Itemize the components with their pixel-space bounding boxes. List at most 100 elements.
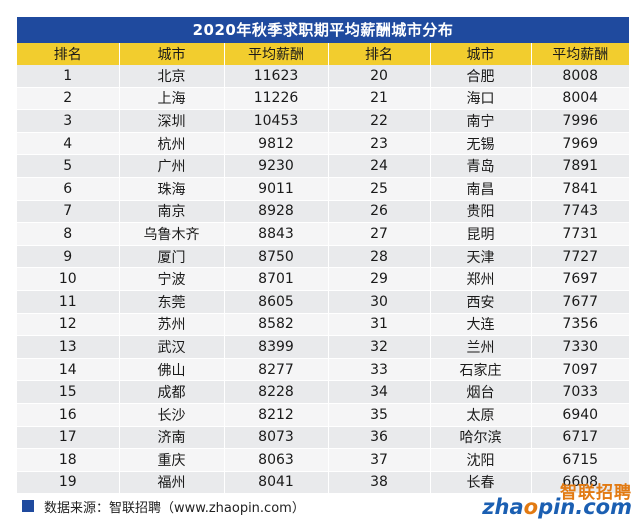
- cell-city: 福州: [119, 471, 225, 495]
- cell-rank: 32: [328, 335, 431, 359]
- cell-salary: 8008: [531, 65, 629, 88]
- header-row: 排名 城市 平均薪酬 排名 城市 平均薪酬: [17, 43, 629, 65]
- logo-chinese-text: 智联招聘: [560, 483, 632, 503]
- cell-salary: 7356: [531, 313, 629, 337]
- cell-rank: 14: [17, 358, 120, 382]
- cell-city: 南昌: [430, 177, 532, 201]
- cell-city: 青岛: [430, 154, 532, 178]
- cell-salary: 7697: [531, 267, 629, 291]
- cell-rank: 6: [17, 177, 120, 201]
- cell-rank: 24: [328, 154, 431, 178]
- cell-rank: 28: [328, 245, 431, 269]
- table-row: 5 广州 9230 24 青岛 7891: [17, 154, 629, 178]
- cell-city: 海口: [430, 87, 532, 111]
- cell-city: 天津: [430, 245, 532, 269]
- cell-city: 重庆: [119, 448, 225, 472]
- cell-city: 南京: [119, 200, 225, 224]
- cell-salary: 6717: [531, 426, 629, 450]
- cell-salary: 7996: [531, 109, 629, 133]
- zhaopin-logo: 智联招聘 zhaopin.com: [482, 478, 632, 519]
- table-row: 15 成都 8228 34 烟台 7033: [17, 380, 629, 404]
- cell-rank: 11: [17, 290, 120, 314]
- cell-rank: 13: [17, 335, 120, 359]
- cell-city: 广州: [119, 154, 225, 178]
- cell-rank: 33: [328, 358, 431, 382]
- cell-rank: 18: [17, 448, 120, 472]
- cell-salary: 8399: [224, 335, 329, 359]
- salary-table-container: 2020年秋季求职期平均薪酬城市分布 排名 城市 平均薪酬 排名 城市 平均薪酬…: [17, 17, 629, 495]
- cell-rank: 21: [328, 87, 431, 111]
- cell-rank: 35: [328, 403, 431, 427]
- cell-salary: 8843: [224, 222, 329, 246]
- cell-salary: 7727: [531, 245, 629, 269]
- cell-salary: 8212: [224, 403, 329, 427]
- cell-salary: 6940: [531, 403, 629, 427]
- header-rank: 排名: [328, 43, 431, 65]
- cell-salary: 8073: [224, 426, 329, 450]
- cell-city: 烟台: [430, 380, 532, 404]
- cell-rank: 25: [328, 177, 431, 201]
- cell-city: 合肥: [430, 65, 532, 88]
- cell-rank: 10: [17, 267, 120, 291]
- cell-city: 兰州: [430, 335, 532, 359]
- logo-en-part: zha: [482, 495, 524, 519]
- cell-city: 贵阳: [430, 200, 532, 224]
- cell-salary: 8582: [224, 313, 329, 337]
- cell-rank: 22: [328, 109, 431, 133]
- cell-salary: 6608: [531, 471, 629, 495]
- cell-salary: 8041: [224, 471, 329, 495]
- cell-city: 济南: [119, 426, 225, 450]
- cell-city: 沈阳: [430, 448, 532, 472]
- cell-rank: 30: [328, 290, 431, 314]
- cell-city: 石家庄: [430, 358, 532, 382]
- cell-city: 宁波: [119, 267, 225, 291]
- cell-salary: 8605: [224, 290, 329, 314]
- cell-salary: 8701: [224, 267, 329, 291]
- cell-city: 无锡: [430, 132, 532, 156]
- table-row: 4 杭州 9812 23 无锡 7969: [17, 132, 629, 156]
- cell-rank: 3: [17, 109, 120, 133]
- table-row: 1 北京 11623 20 合肥 8008: [17, 65, 629, 88]
- cell-city: 长春: [430, 471, 532, 495]
- cell-salary: 9812: [224, 132, 329, 156]
- cell-rank: 29: [328, 267, 431, 291]
- cell-salary: 7841: [531, 177, 629, 201]
- table-row: 8 乌鲁木齐 8843 27 昆明 7731: [17, 222, 629, 246]
- cell-salary: 7743: [531, 200, 629, 224]
- cell-rank: 38: [328, 471, 431, 495]
- header-salary: 平均薪酬: [531, 43, 629, 65]
- cell-city: 哈尔滨: [430, 426, 532, 450]
- cell-rank: 15: [17, 380, 120, 404]
- cell-city: 郑州: [430, 267, 532, 291]
- cell-city: 佛山: [119, 358, 225, 382]
- cell-city: 乌鲁木齐: [119, 222, 225, 246]
- table-row: 7 南京 8928 26 贵阳 7743: [17, 200, 629, 224]
- table-row: 3 深圳 10453 22 南宁 7996: [17, 109, 629, 133]
- cell-salary: 8750: [224, 245, 329, 269]
- cell-city: 昆明: [430, 222, 532, 246]
- cell-rank: 1: [17, 65, 120, 88]
- cell-rank: 9: [17, 245, 120, 269]
- cell-salary: 8277: [224, 358, 329, 382]
- table-row: 19 福州 8041 38 长春 6608: [17, 471, 629, 495]
- cell-salary: 7891: [531, 154, 629, 178]
- cell-salary: 8928: [224, 200, 329, 224]
- cell-rank: 36: [328, 426, 431, 450]
- cell-city: 杭州: [119, 132, 225, 156]
- table-row: 12 苏州 8582 31 大连 7356: [17, 313, 629, 337]
- cell-city: 厦门: [119, 245, 225, 269]
- cell-salary: 7969: [531, 132, 629, 156]
- cell-salary: 7731: [531, 222, 629, 246]
- source-text: 数据来源：智联招聘（www.zhaopin.com）: [44, 500, 305, 516]
- cell-city: 东莞: [119, 290, 225, 314]
- cell-salary: 7097: [531, 358, 629, 382]
- cell-rank: 34: [328, 380, 431, 404]
- logo-en-part: pin.com: [538, 495, 632, 519]
- cell-salary: 7677: [531, 290, 629, 314]
- cell-city: 成都: [119, 380, 225, 404]
- logo-en-o: o: [523, 495, 539, 519]
- table-row: 2 上海 11226 21 海口 8004: [17, 87, 629, 111]
- cell-city: 深圳: [119, 109, 225, 133]
- cell-city: 南宁: [430, 109, 532, 133]
- cell-city: 大连: [430, 313, 532, 337]
